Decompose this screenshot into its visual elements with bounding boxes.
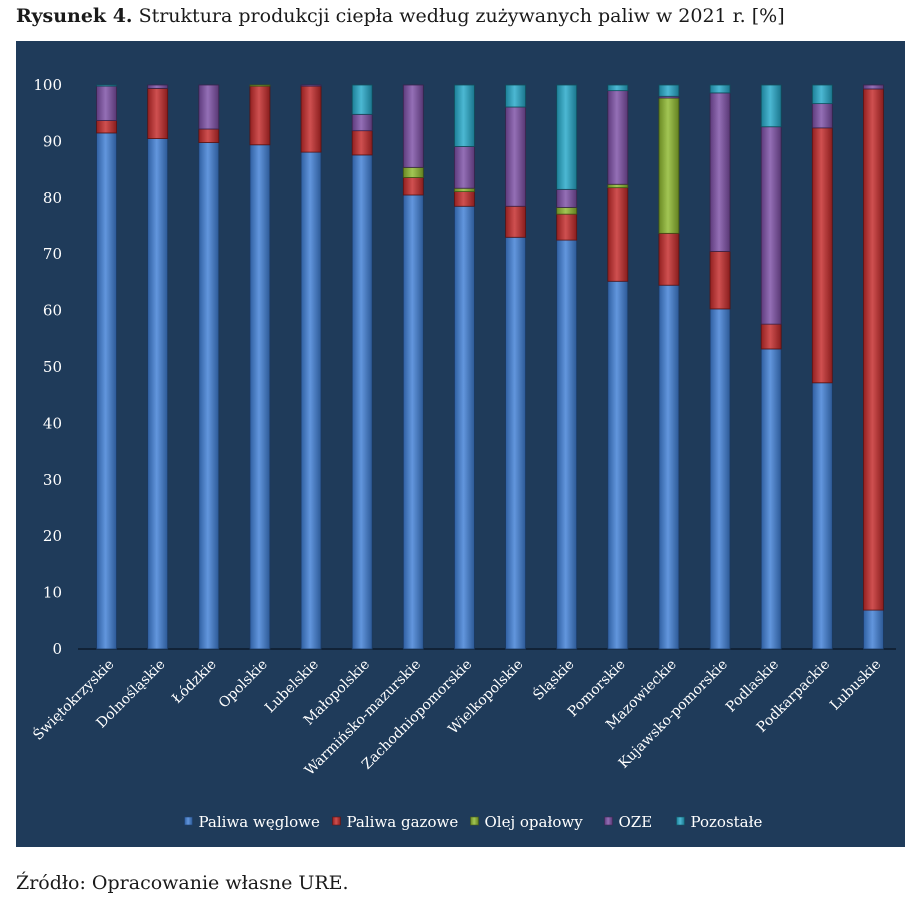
bar-segment <box>760 84 782 128</box>
bar-segment <box>658 232 680 286</box>
bar-segment <box>249 85 271 146</box>
y-tick-label: 50 <box>43 358 62 376</box>
bar-segment <box>811 127 833 384</box>
legend-label: Paliwa gazowe <box>347 813 459 831</box>
bar-segment <box>198 142 220 650</box>
y-tick-label: 60 <box>43 302 62 320</box>
bar-segment <box>760 348 782 650</box>
bar-segment <box>402 177 424 196</box>
y-tick-label: 0 <box>52 640 62 658</box>
bar-segment <box>556 188 578 208</box>
y-tick-label: 100 <box>33 76 62 94</box>
bar-segment <box>658 97 680 234</box>
bar-segment <box>607 280 629 650</box>
legend-swatch <box>332 816 341 826</box>
bar-segment <box>351 130 373 156</box>
bar-segment <box>147 138 169 650</box>
bar-segment <box>863 84 884 90</box>
y-tick-label: 20 <box>43 527 62 545</box>
bar-segment <box>709 250 731 310</box>
bar-segment <box>811 382 833 650</box>
bar-segment <box>147 84 169 89</box>
stacked-bar-chart: 0102030405060708090100ŚwiętokrzyskieDoln… <box>29 76 896 831</box>
bar-segment <box>760 323 782 350</box>
chart-panel: 0 10 20 30 40 50 60 70 80 90 100 Świętokrzyskie Doln… <box>16 41 905 847</box>
bar-segment <box>454 205 475 650</box>
bar-segment <box>607 90 629 185</box>
legend-swatch <box>604 816 613 826</box>
bar-segment <box>607 84 629 92</box>
bar-segment <box>454 187 475 192</box>
bar-segment <box>249 84 271 87</box>
x-tick-label: Śląskie <box>529 655 578 704</box>
bar-segment <box>96 85 117 121</box>
bar-segment <box>556 206 578 215</box>
y-tick-label: 70 <box>43 245 62 263</box>
bar-segment <box>454 84 475 147</box>
bar-segment <box>96 84 117 87</box>
y-tick-label: 10 <box>43 584 62 602</box>
x-tick-label: Lubuskie <box>827 657 884 714</box>
bar-segment <box>863 88 884 611</box>
bar-segment <box>454 191 475 207</box>
y-tick-label: 30 <box>43 471 62 489</box>
bar-segment <box>505 106 526 207</box>
bar-segment <box>505 205 526 238</box>
bar-segment <box>249 144 271 650</box>
bar-segment <box>811 84 833 105</box>
figure-title-text: Struktura produkcji ciepła według zużywa… <box>138 5 785 27</box>
bar-segment <box>402 166 424 178</box>
figure-label: Rysunek 4. <box>16 5 133 27</box>
legend-swatch <box>184 816 193 826</box>
bar-segment <box>658 84 680 97</box>
bar-segment <box>300 151 322 650</box>
legend-label: Olej opałowy <box>485 813 584 831</box>
bar-segment <box>300 84 322 87</box>
figure-title: Rysunek 4. Struktura produkcji ciepła we… <box>16 5 785 27</box>
bar-segment <box>454 146 475 189</box>
figure-source: Źródło: Opracowanie własne URE. <box>16 872 349 894</box>
bar-segment <box>351 154 373 650</box>
bar-segment <box>556 84 578 190</box>
bar-segment <box>505 84 526 108</box>
bar-segment <box>709 308 731 650</box>
legend-label: Pozostałe <box>691 813 763 831</box>
bar-segment <box>351 84 373 115</box>
bar-segment <box>863 609 884 650</box>
bar-segment <box>811 103 833 129</box>
bar-segment <box>709 84 731 94</box>
bar-segment <box>607 187 629 282</box>
bar-segment <box>556 213 578 241</box>
bar-segment <box>556 239 578 650</box>
legend-swatch <box>470 816 479 826</box>
bar-segment <box>147 87 169 139</box>
bar-segment <box>351 113 373 132</box>
bar-segment <box>96 132 117 650</box>
bar-segment <box>402 194 424 650</box>
bar-segment <box>505 236 526 650</box>
legend-swatch <box>676 816 685 826</box>
legend-label: Paliwa węglowe <box>199 813 320 831</box>
y-tick-label: 40 <box>43 414 62 432</box>
bar-segment <box>607 183 629 189</box>
bar-segment <box>198 128 220 143</box>
y-tick-label: 90 <box>43 132 62 150</box>
bar-segment <box>300 85 322 153</box>
y-tick-label: 80 <box>43 189 62 207</box>
bar-segment <box>402 84 424 168</box>
bar-segment <box>198 84 220 130</box>
bar-segment <box>709 92 731 252</box>
bar-segment <box>658 284 680 650</box>
bar-segment <box>760 126 782 325</box>
legend-label: OZE <box>619 813 653 831</box>
x-tick-label: Łódzkie <box>169 657 219 707</box>
bar-segment <box>96 120 117 134</box>
